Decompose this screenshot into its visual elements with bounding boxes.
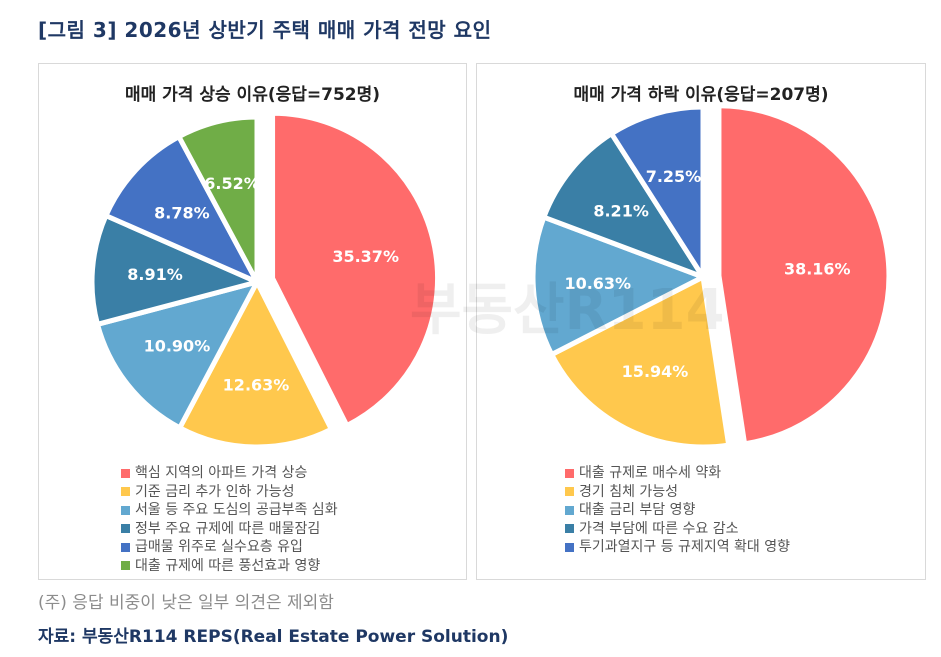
- legend-item: 경기 침체 가능성: [565, 483, 790, 502]
- pie-slice: [176, 114, 260, 285]
- legend-swatch: [565, 505, 574, 515]
- pie-slice: [177, 279, 334, 450]
- legend-label: 가격 부담에 따른 수요 감소: [579, 520, 739, 537]
- legend-item: 가격 부담에 따른 수요 감소: [565, 520, 790, 539]
- pie-slice: [103, 134, 260, 285]
- pie-data-label: 6.52%: [204, 174, 260, 193]
- pie-slice: [716, 103, 892, 447]
- legend-item: 대출 규제로 매수세 약화: [565, 464, 790, 483]
- source-credit: 자료: 부동산R114 REPS(Real Estate Power Solut…: [38, 627, 509, 647]
- pie-data-label: 35.37%: [332, 247, 399, 266]
- legend-swatch: [565, 524, 574, 534]
- pie-data-label: 12.63%: [223, 375, 290, 394]
- rise-pie-chart: 35.37% 12.63% 10.90% 8.91% 8.78% 6.52%: [89, 110, 441, 450]
- pie-data-label: 10.90%: [144, 337, 211, 356]
- legend-swatch: [565, 542, 574, 552]
- legend-label: 핵심 지역의 아파트 가격 상승: [135, 465, 308, 481]
- pie-slice: [95, 279, 260, 431]
- legend-swatch: [121, 487, 130, 497]
- pie-data-label: 8.78%: [154, 204, 210, 223]
- footnote: (주) 응답 비중이 낮은 일부 의견은 제외함: [38, 593, 334, 613]
- legend-swatch: [121, 505, 130, 515]
- legend-item: 정부 주요 규제에 따른 매물잠김: [121, 520, 338, 539]
- legend-item: 서울 등 주요 도심의 공급부족 심화: [121, 501, 338, 520]
- pie-data-label: 15.94%: [622, 362, 689, 381]
- fall-pie-chart: 38.16% 15.94% 10.63% 8.21% 7.25%: [530, 103, 892, 450]
- rise-chart-title: 매매 가격 상승 이유(응답=752명): [124, 85, 381, 105]
- pie-slice: [541, 131, 706, 280]
- pie-slice: [609, 104, 706, 280]
- legend-swatch: [121, 468, 130, 478]
- legend-label: 기준 금리 추가 인하 가능성: [135, 483, 295, 500]
- pie-data-label: 38.16%: [784, 259, 851, 278]
- legend-swatch: [121, 561, 130, 571]
- legend-label: 경기 침체 가능성: [579, 483, 679, 500]
- legend-item: 기준 금리 추가 인하 가능성: [121, 483, 338, 502]
- legend-label: 급매물 위주로 실수요층 유입: [135, 539, 303, 555]
- legend-swatch: [121, 524, 130, 534]
- pie-data-label: 7.25%: [646, 167, 702, 186]
- legend-item: 급매물 위주로 실수요층 유입: [121, 538, 338, 557]
- legend-label: 대출 규제로 매수세 약화: [579, 465, 722, 481]
- legend-label: 대출 금리 부담 영향: [579, 502, 696, 518]
- legend-label: 대출 규제에 따른 풍선효과 영향: [135, 557, 321, 574]
- legend-swatch: [121, 542, 130, 552]
- legend-item: 핵심 지역의 아파트 가격 상승: [121, 464, 338, 483]
- fall-chart-title: 매매 가격 하락 이유(응답=207명): [573, 85, 829, 105]
- legend-label: 정부 주요 규제에 따른 매물잠김: [135, 520, 321, 537]
- legend-swatch: [565, 468, 574, 478]
- rise-reasons-chart-panel: 매매 가격 상승 이유(응답=752명) 35.37% 12.63% 10.90% 8…: [38, 63, 467, 580]
- pie-data-label: 8.91%: [127, 265, 183, 284]
- figure-title: [그림 3] 2026년 상반기 주택 매매 가격 전망 요인: [38, 18, 492, 42]
- legend-item: 대출 금리 부담 영향: [565, 501, 790, 520]
- pie-data-label: 10.63%: [564, 274, 631, 293]
- fall-reasons-chart-panel: 매매 가격 하락 이유(응답=207명) 38.16% 15.94% 10.63% 8…: [476, 63, 926, 580]
- pie-slice: [270, 110, 441, 429]
- legend-item: 대출 규제에 따른 풍선효과 영향: [121, 557, 338, 576]
- pie-slice: [549, 274, 732, 450]
- pie-data-label: 8.21%: [593, 202, 649, 221]
- legend-swatch: [565, 487, 574, 497]
- legend-label: 투기과열지구 등 규제지역 확대 영향: [579, 539, 790, 555]
- legend-label: 서울 등 주요 도심의 공급부족 심화: [135, 502, 338, 518]
- legend-item: 투기과열지구 등 규제지역 확대 영향: [565, 538, 790, 557]
- pie-slice: [89, 213, 260, 327]
- pie-slice: [530, 214, 706, 358]
